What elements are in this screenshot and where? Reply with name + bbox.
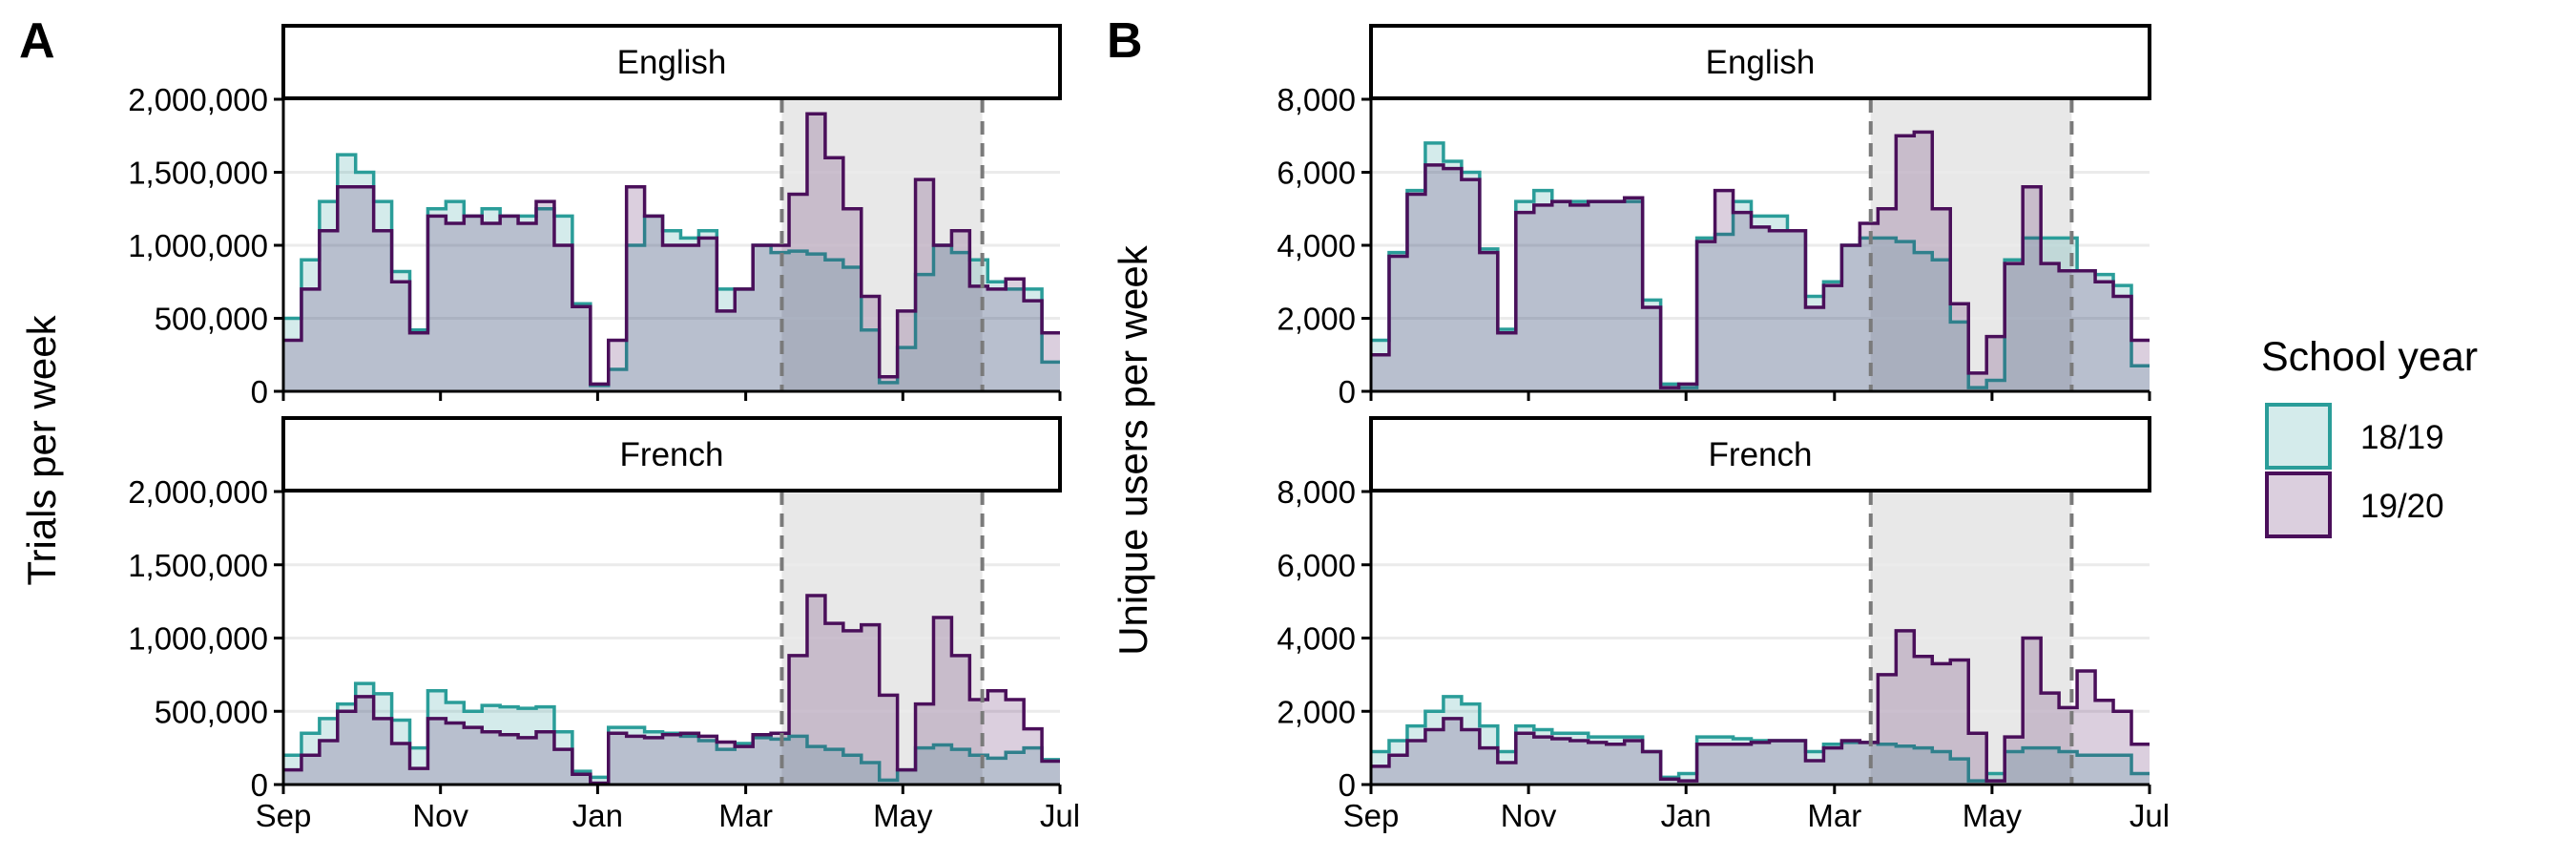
- x-tick-label: Mar: [1807, 798, 1861, 833]
- y-tick-label: 1,500,000: [128, 156, 268, 191]
- area-18-19: [283, 155, 1060, 391]
- y-tick-label: 8,000: [1277, 82, 1356, 117]
- area-18-19: [1371, 142, 2150, 391]
- facet-strip: [1369, 416, 2151, 492]
- x-tick-label: Nov: [1501, 798, 1557, 833]
- series-line-19-20: [1371, 130, 2150, 389]
- panel-b-english-facet: 0 2,000 4,000 6,000 8,000 English: [1277, 24, 2151, 409]
- facet-strip: [281, 24, 1062, 100]
- facet-strip: [1369, 24, 2151, 100]
- x-tick-label: May: [873, 798, 933, 833]
- y-tick-label: 0: [251, 767, 268, 803]
- panel-a-english-facet: 0 500,000 1,000,000 1,500,000 2,000,000 Engli…: [128, 24, 1062, 409]
- series-line-19-20: [283, 112, 1060, 387]
- series-line-18-19: [1371, 141, 2150, 389]
- y-tick-label: 2,000: [1277, 302, 1356, 337]
- x-tick-label: Jul: [1040, 798, 1080, 833]
- y-tick-label: 2,000: [1277, 694, 1356, 729]
- x-tick-label: May: [1963, 798, 2023, 833]
- legend: School year 18/19 19/20: [2261, 334, 2478, 538]
- y-tick-label: 6,000: [1277, 548, 1356, 583]
- y-tick-label: 2,000,000: [128, 474, 268, 510]
- panels: 0 500,000 1,000,000 1,500,000 2,000,000 Engli…: [128, 24, 2170, 833]
- facet-strip-label: French: [1709, 436, 1813, 473]
- series-line-19-20: [1371, 629, 2150, 783]
- panel-a-french-facet: 0 500,000 1,000,000 1,500,000 2,000,000 Sep No…: [128, 416, 1080, 833]
- y-tick-label: 0: [251, 374, 268, 409]
- x-tick-label: Jan: [572, 798, 623, 833]
- y-tick-label: 500,000: [155, 694, 268, 729]
- area-19-20: [283, 595, 1060, 785]
- y-tick-label: 500,000: [155, 302, 268, 337]
- panel-b-french-facet: 0 2,000 4,000 6,000 8,000 Sep Nov Jan Mar May Jul F…: [1277, 416, 2170, 833]
- y-tick-label: 8,000: [1277, 474, 1356, 510]
- legend-label-18-19: 18/19: [2360, 419, 2444, 456]
- facet-strip-label: French: [620, 436, 724, 473]
- legend-key-19-20: [2265, 471, 2332, 538]
- x-tick-label: Jan: [1661, 798, 1712, 833]
- x-tick-label: Sep: [1343, 798, 1400, 833]
- facet-strip: [281, 416, 1062, 492]
- x-tick-label: Jul: [2129, 798, 2170, 833]
- panel-letter-b: B: [1107, 13, 1143, 69]
- y-tick-label: 4,000: [1277, 228, 1356, 263]
- y-tick-label: 1,000,000: [128, 228, 268, 263]
- facet-strip-label: English: [617, 44, 727, 81]
- legend-label-19-20: 19/20: [2360, 488, 2444, 525]
- panel-letter-a: A: [19, 13, 55, 69]
- x-tick-label: Sep: [256, 798, 312, 833]
- legend-title: School year: [2261, 334, 2478, 380]
- series-line-19-20: [283, 594, 1060, 786]
- x-tick-label: Mar: [718, 798, 773, 833]
- y-tick-label: 4,000: [1277, 621, 1356, 657]
- legend-key-18-19: [2265, 403, 2332, 470]
- y-axis-title-b: Unique users per week: [1111, 244, 1155, 656]
- y-tick-label: 1,500,000: [128, 548, 268, 583]
- facet-strip-label: English: [1706, 44, 1816, 81]
- area-19-20: [283, 114, 1060, 392]
- x-tick-label: Nov: [412, 798, 468, 833]
- y-tick-label: 0: [1339, 374, 1356, 409]
- area-19-20: [1371, 630, 2150, 785]
- y-tick-label: 1,000,000: [128, 621, 268, 657]
- y-tick-label: 6,000: [1277, 156, 1356, 191]
- y-tick-label: 0: [1339, 767, 1356, 803]
- area-19-20: [1371, 132, 2150, 392]
- y-axis-title-a: Trials per week: [19, 314, 64, 585]
- y-tick-label: 2,000,000: [128, 82, 268, 117]
